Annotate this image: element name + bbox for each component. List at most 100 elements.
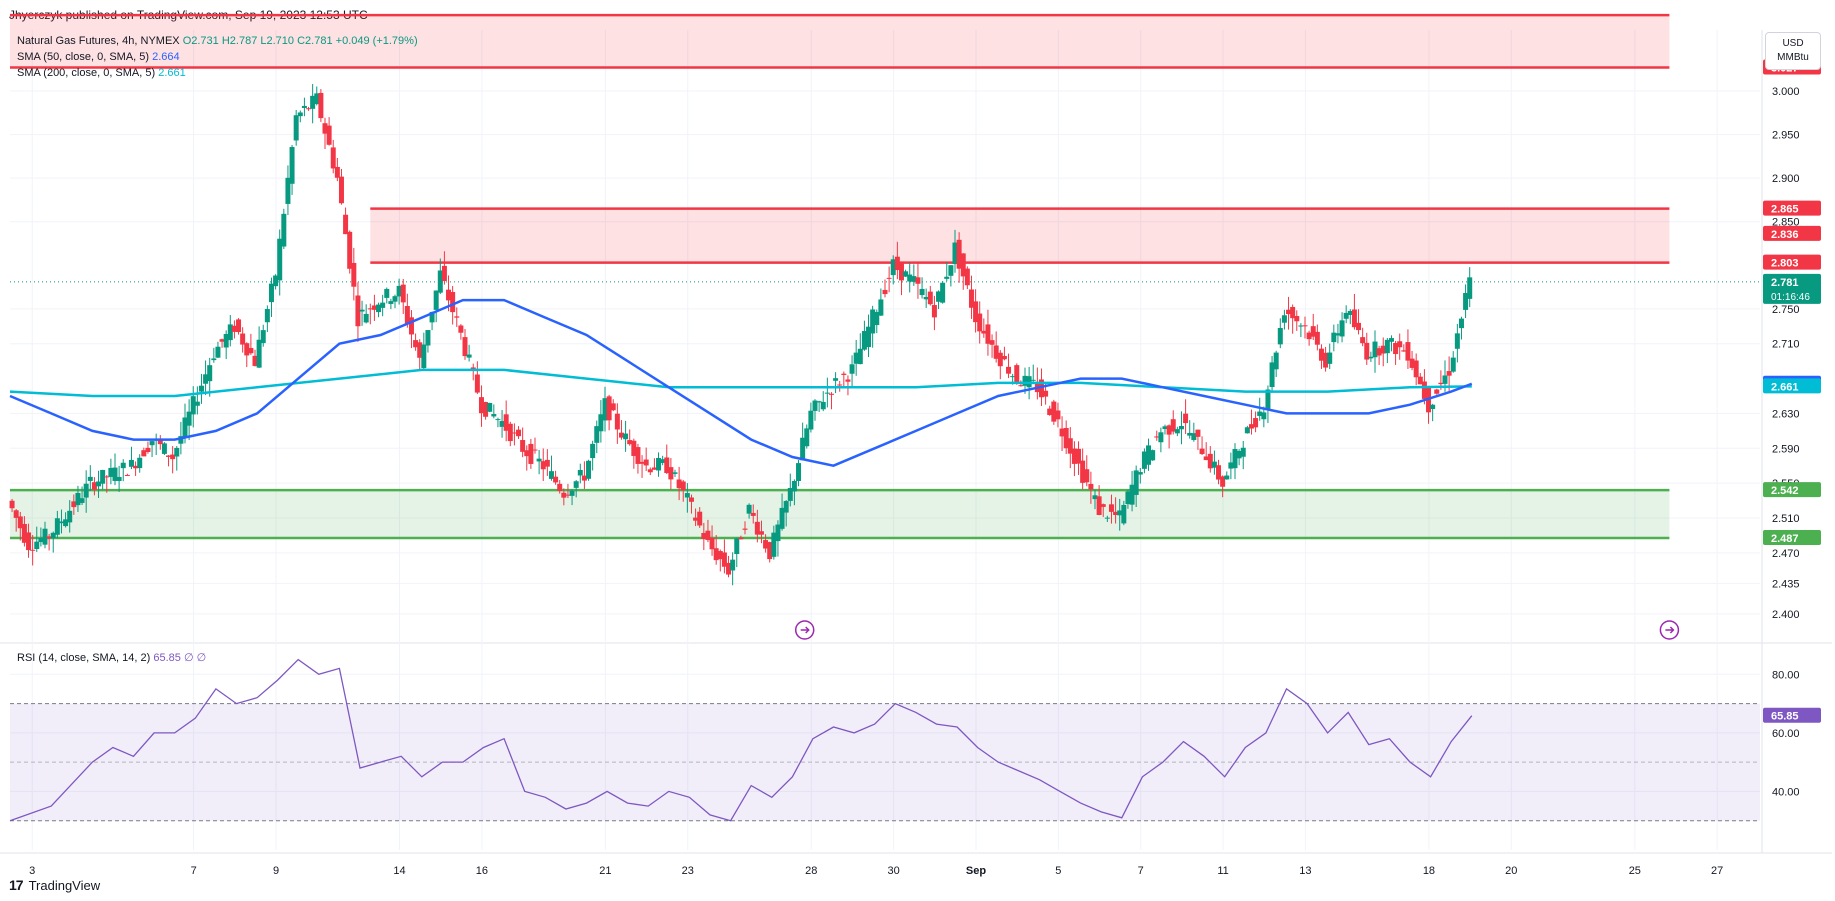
candle-body	[1104, 517, 1110, 519]
candle-body	[532, 449, 538, 451]
footer-brand[interactable]: 17 TradingView	[9, 877, 100, 893]
sma200-legend[interactable]: SMA (200, close, 0, SMA, 5) 2.661	[17, 67, 186, 79]
candle-body	[79, 498, 85, 503]
candle-body	[1080, 460, 1086, 483]
candle-body	[849, 364, 855, 374]
candle-body	[1290, 307, 1296, 319]
time-tick-label: 18	[1423, 865, 1435, 877]
sma200-label: SMA (200, close, 0, SMA, 5)	[17, 67, 156, 79]
candle-body	[17, 516, 23, 529]
candle-body	[421, 344, 427, 369]
sma50-value: 2.664	[152, 51, 180, 63]
candle-body	[281, 213, 287, 247]
candle-body	[520, 440, 526, 452]
candle-body	[771, 532, 777, 557]
price-label-tag	[1763, 273, 1821, 304]
candle-body	[1421, 381, 1427, 399]
candle-body	[1125, 491, 1131, 505]
candle-body	[1216, 465, 1222, 480]
candle-body	[478, 397, 484, 414]
candle-body	[38, 538, 44, 543]
candle-body	[561, 492, 567, 498]
candle-body	[565, 494, 571, 496]
candle-body	[936, 291, 942, 302]
candle-body	[1401, 350, 1407, 352]
candle-body	[100, 469, 106, 484]
candle-body	[71, 501, 77, 508]
candle-body	[446, 289, 452, 301]
candle-body	[1253, 418, 1259, 428]
candle-body	[1458, 318, 1464, 329]
time-tick-label: 28	[805, 865, 817, 877]
candle-body	[886, 277, 892, 279]
candle-body	[1450, 357, 1456, 372]
candle-body	[1335, 333, 1341, 336]
currency-unit-button[interactable]: USD MMBtu	[1765, 32, 1821, 70]
candle-body	[268, 283, 274, 303]
candle-body	[1397, 341, 1403, 348]
sma50-legend[interactable]: SMA (50, close, 0, SMA, 5) 2.664	[17, 51, 180, 63]
candle-body	[1067, 438, 1073, 454]
rsi-label: RSI (14, close, SMA, 14, 2)	[17, 652, 151, 664]
candle-body	[1220, 476, 1226, 487]
candle-body	[898, 262, 904, 281]
rsi-legend[interactable]: RSI (14, close, SMA, 14, 2) 65.85 ∅ ∅	[17, 651, 206, 664]
candle-body	[1187, 432, 1193, 436]
candle-body	[413, 340, 419, 348]
price-legend: Natural Gas Futures, 4h, NYMEX O2.731 H2…	[17, 35, 418, 47]
candle-body	[9, 500, 15, 509]
candle-body	[96, 481, 102, 487]
candle-body	[981, 330, 987, 334]
candle-body	[874, 311, 880, 326]
candle-body	[441, 265, 447, 281]
candle-body	[800, 437, 806, 461]
candle-body	[1146, 445, 1152, 465]
candle-body	[968, 289, 974, 308]
candle-body	[1133, 470, 1139, 495]
candle-body	[1442, 375, 1448, 384]
candle-body	[1310, 326, 1316, 337]
candle-body	[730, 559, 736, 571]
candle-body	[483, 402, 489, 417]
candle-body	[1393, 342, 1399, 355]
candle-body	[557, 483, 563, 491]
ohlc-close: C2.781	[297, 35, 333, 47]
candle-body	[310, 95, 316, 109]
candle-body	[248, 347, 254, 354]
candle-body	[293, 115, 299, 141]
time-tick-label: 27	[1711, 865, 1723, 877]
sma200-value: 2.661	[158, 67, 186, 79]
candle-body	[1092, 495, 1098, 500]
candle-body	[380, 302, 386, 308]
candle-body	[907, 274, 913, 282]
candle-body	[1051, 401, 1057, 422]
price-label-value: 2.803	[1771, 258, 1799, 270]
candle-body	[273, 275, 279, 287]
candle-body	[363, 313, 369, 323]
candle-body	[437, 270, 443, 293]
candle-body	[170, 454, 176, 460]
candle-body	[804, 428, 810, 447]
candle-body	[857, 348, 863, 365]
ohlc-high: H2.787	[221, 35, 258, 47]
candle-body	[833, 378, 839, 381]
candle-body	[1273, 352, 1279, 370]
candle-body	[46, 536, 52, 539]
sma50-line	[9, 298, 1473, 468]
candle-body	[244, 343, 250, 356]
candle-body	[367, 308, 373, 310]
candle-body	[742, 528, 748, 530]
candle-body	[1356, 322, 1362, 331]
candle-body	[1261, 412, 1267, 420]
price-label-tag	[1763, 254, 1821, 270]
candle-body	[837, 384, 843, 386]
candle-body	[923, 296, 929, 300]
candle-body	[124, 474, 130, 476]
candle-body	[717, 551, 723, 560]
candle-body	[400, 284, 406, 303]
candle-body	[1286, 309, 1292, 315]
candle-body	[721, 552, 727, 567]
candle-body	[647, 469, 653, 473]
candle-body	[326, 125, 332, 145]
